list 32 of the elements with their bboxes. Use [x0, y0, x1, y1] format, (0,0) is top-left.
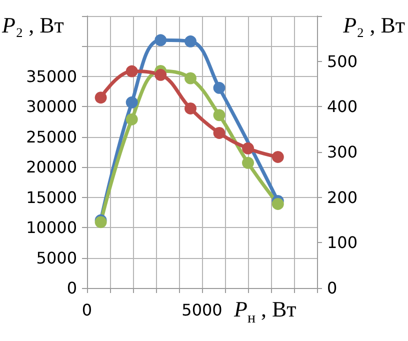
y2-tick-label: 0 — [327, 278, 338, 298]
point — [213, 109, 226, 122]
point — [184, 102, 196, 114]
point — [272, 150, 284, 163]
y-tick-label: 5000 — [36, 248, 77, 268]
y-tick-label: 0 — [66, 278, 77, 298]
y-axis-title: P₂ , Вт — [1, 12, 64, 38]
y-tick-label: 35000 — [26, 66, 77, 86]
point — [126, 65, 138, 78]
point — [213, 126, 226, 139]
point — [184, 72, 196, 84]
point — [126, 113, 138, 126]
y-tick-label: 20000 — [26, 158, 77, 177]
y-tick-label: 15000 — [26, 188, 77, 207]
y2-tick-label: 500 — [327, 52, 358, 71]
y-tick-label: 10000 — [26, 218, 77, 238]
point — [184, 35, 196, 48]
point — [154, 34, 167, 46]
point — [213, 82, 226, 94]
y2-tick-label: 100 — [327, 233, 358, 252]
y-tick-label: 30000 — [26, 97, 77, 116]
y2-tick-label: 200 — [327, 188, 358, 207]
y2-tick-label: 300 — [327, 142, 358, 162]
point — [242, 142, 254, 154]
point — [94, 92, 107, 104]
y-tick-label: 25000 — [26, 127, 77, 146]
point — [126, 96, 138, 108]
point — [272, 198, 284, 210]
point — [154, 68, 167, 81]
point — [242, 156, 254, 169]
y2-axis-title: P₂ , Вт — [342, 12, 406, 38]
y2-tick-label: 400 — [327, 97, 358, 116]
